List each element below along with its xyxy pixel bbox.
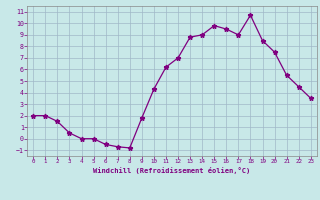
X-axis label: Windchill (Refroidissement éolien,°C): Windchill (Refroidissement éolien,°C) (93, 167, 251, 174)
